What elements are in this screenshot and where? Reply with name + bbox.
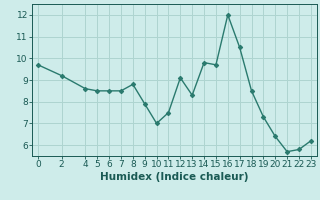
X-axis label: Humidex (Indice chaleur): Humidex (Indice chaleur) [100, 172, 249, 182]
